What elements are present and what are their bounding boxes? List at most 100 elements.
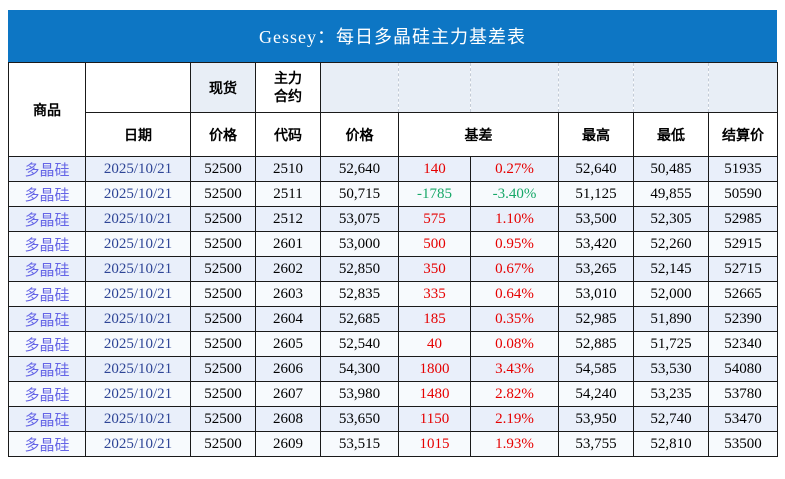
cell-contract-price[interactable]: 53,650 [320, 406, 399, 432]
cell-low[interactable]: 49,855 [633, 181, 709, 207]
cell-commodity[interactable]: 多晶硅 [8, 281, 86, 307]
cell-settlement[interactable]: 53780 [708, 381, 778, 407]
cell-commodity[interactable]: 多晶硅 [8, 306, 86, 332]
cell-settlement[interactable]: 53470 [708, 406, 778, 432]
header-settlement[interactable]: 结算价 [708, 112, 778, 157]
cell-commodity[interactable]: 多晶硅 [8, 206, 86, 232]
cell-date[interactable]: 2025/10/21 [85, 231, 191, 257]
header-contract-price[interactable]: 价格 [320, 112, 399, 157]
cell-spot-price[interactable]: 52500 [190, 331, 256, 357]
cell-contract-price[interactable]: 54,300 [320, 356, 399, 382]
cell-basis[interactable]: 335 [398, 281, 471, 307]
header-commodity[interactable]: 商品 [8, 62, 86, 157]
cell-spot-price[interactable]: 52500 [190, 381, 256, 407]
cell-commodity[interactable]: 多晶硅 [8, 356, 86, 382]
cell-code[interactable]: 2510 [255, 156, 321, 182]
cell-code[interactable]: 2606 [255, 356, 321, 382]
cell-date[interactable]: 2025/10/21 [85, 406, 191, 432]
cell-spot-price[interactable]: 52500 [190, 431, 256, 457]
cell-high[interactable]: 52,985 [558, 306, 634, 332]
cell-spot-price[interactable]: 52500 [190, 306, 256, 332]
cell-settlement[interactable]: 50590 [708, 181, 778, 207]
cell-commodity[interactable]: 多晶硅 [8, 431, 86, 457]
cell-date[interactable]: 2025/10/21 [85, 181, 191, 207]
cell-spot-price[interactable]: 52500 [190, 156, 256, 182]
cell-settlement[interactable]: 51935 [708, 156, 778, 182]
cell-code[interactable]: 2511 [255, 181, 321, 207]
cell-spot-price[interactable]: 52500 [190, 281, 256, 307]
cell-code[interactable]: 2605 [255, 331, 321, 357]
header-main-contract[interactable]: 主力合约 [255, 62, 321, 113]
cell-low[interactable]: 51,890 [633, 306, 709, 332]
cell-commodity[interactable]: 多晶硅 [8, 231, 86, 257]
cell-low[interactable]: 53,235 [633, 381, 709, 407]
cell-high[interactable]: 53,500 [558, 206, 634, 232]
cell-basis-pct[interactable]: 0.08% [470, 331, 559, 357]
cell-basis[interactable]: 1480 [398, 381, 471, 407]
header-spot[interactable]: 现货 [190, 62, 256, 113]
cell-basis[interactable]: 1150 [398, 406, 471, 432]
cell-settlement[interactable]: 54080 [708, 356, 778, 382]
cell-commodity[interactable]: 多晶硅 [8, 181, 86, 207]
cell-basis[interactable]: 575 [398, 206, 471, 232]
cell-high[interactable]: 53,265 [558, 256, 634, 282]
cell-contract-price[interactable]: 52,540 [320, 331, 399, 357]
cell-commodity[interactable]: 多晶硅 [8, 406, 86, 432]
cell-date[interactable]: 2025/10/21 [85, 381, 191, 407]
cell-contract-price[interactable]: 53,515 [320, 431, 399, 457]
cell-basis[interactable]: 1800 [398, 356, 471, 382]
cell-high[interactable]: 52,640 [558, 156, 634, 182]
cell-low[interactable]: 51,725 [633, 331, 709, 357]
header-spot-price[interactable]: 价格 [190, 112, 256, 157]
cell-contract-price[interactable]: 52,640 [320, 156, 399, 182]
cell-settlement[interactable]: 52985 [708, 206, 778, 232]
cell-code[interactable]: 2601 [255, 231, 321, 257]
header-high[interactable]: 最高 [558, 112, 634, 157]
cell-contract-price[interactable]: 52,685 [320, 306, 399, 332]
cell-contract-price[interactable]: 52,835 [320, 281, 399, 307]
cell-code[interactable]: 2604 [255, 306, 321, 332]
cell-low[interactable]: 52,000 [633, 281, 709, 307]
cell-basis[interactable]: 350 [398, 256, 471, 282]
cell-basis-pct[interactable]: 2.19% [470, 406, 559, 432]
cell-basis[interactable]: -1785 [398, 181, 471, 207]
header-date[interactable]: 日期 [85, 112, 191, 157]
cell-high[interactable]: 52,885 [558, 331, 634, 357]
cell-code[interactable]: 2609 [255, 431, 321, 457]
cell-spot-price[interactable]: 52500 [190, 181, 256, 207]
cell-commodity[interactable]: 多晶硅 [8, 256, 86, 282]
cell-commodity[interactable]: 多晶硅 [8, 381, 86, 407]
cell-basis-pct[interactable]: -3.40% [470, 181, 559, 207]
cell-code[interactable]: 2512 [255, 206, 321, 232]
cell-basis-pct[interactable]: 3.43% [470, 356, 559, 382]
cell-settlement[interactable]: 52715 [708, 256, 778, 282]
header-code[interactable]: 代码 [255, 112, 321, 157]
cell-code[interactable]: 2607 [255, 381, 321, 407]
cell-commodity[interactable]: 多晶硅 [8, 331, 86, 357]
cell-settlement[interactable]: 52665 [708, 281, 778, 307]
cell-basis-pct[interactable]: 0.27% [470, 156, 559, 182]
cell-high[interactable]: 53,950 [558, 406, 634, 432]
cell-date[interactable]: 2025/10/21 [85, 256, 191, 282]
cell-high[interactable]: 54,585 [558, 356, 634, 382]
cell-settlement[interactable]: 52915 [708, 231, 778, 257]
cell-basis-pct[interactable]: 0.67% [470, 256, 559, 282]
cell-contract-price[interactable]: 50,715 [320, 181, 399, 207]
cell-spot-price[interactable]: 52500 [190, 356, 256, 382]
cell-high[interactable]: 53,420 [558, 231, 634, 257]
cell-date[interactable]: 2025/10/21 [85, 306, 191, 332]
cell-low[interactable]: 52,305 [633, 206, 709, 232]
cell-spot-price[interactable]: 52500 [190, 206, 256, 232]
header-basis[interactable]: 基差 [398, 112, 559, 157]
cell-basis-pct[interactable]: 2.82% [470, 381, 559, 407]
cell-settlement[interactable]: 53500 [708, 431, 778, 457]
cell-code[interactable]: 2608 [255, 406, 321, 432]
cell-code[interactable]: 2603 [255, 281, 321, 307]
cell-basis-pct[interactable]: 0.64% [470, 281, 559, 307]
cell-date[interactable]: 2025/10/21 [85, 331, 191, 357]
cell-basis[interactable]: 185 [398, 306, 471, 332]
cell-basis-pct[interactable]: 1.93% [470, 431, 559, 457]
cell-high[interactable]: 53,010 [558, 281, 634, 307]
cell-low[interactable]: 50,485 [633, 156, 709, 182]
cell-basis[interactable]: 1015 [398, 431, 471, 457]
